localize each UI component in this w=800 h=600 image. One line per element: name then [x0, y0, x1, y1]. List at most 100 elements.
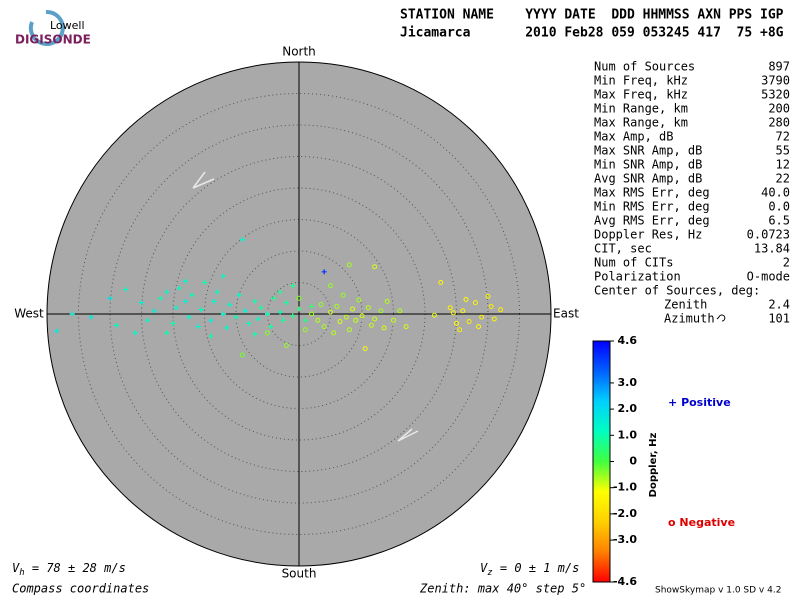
source-positive — [157, 295, 163, 301]
source-positive — [246, 320, 252, 326]
colorbar-tick-label: 3.0 — [618, 376, 638, 389]
source-positive — [271, 295, 277, 301]
source-positive — [220, 311, 226, 317]
source-positive — [164, 330, 170, 336]
source-positive — [236, 292, 242, 298]
stat-value: 2.4 — [768, 298, 790, 312]
stat-value: 72 — [776, 130, 790, 144]
source-positive — [220, 273, 226, 279]
source-negative — [331, 330, 337, 336]
source-negative — [431, 312, 437, 318]
source-positive — [277, 289, 283, 295]
source-positive — [214, 289, 220, 295]
source-negative — [346, 327, 352, 333]
source-positive — [88, 314, 94, 320]
source-positive — [280, 317, 286, 323]
source-negative — [350, 306, 356, 312]
source-positive — [252, 331, 258, 337]
source-negative — [384, 298, 390, 304]
source-positive — [53, 328, 59, 334]
legend-symbol: + — [668, 396, 677, 409]
stat-value: 13.84 — [754, 242, 790, 256]
source-positive — [227, 302, 233, 308]
stat-value: 0.0723 — [747, 228, 790, 242]
stat-label: Num of Sources — [594, 60, 695, 74]
stat-label: Avg SNR Amp, dB — [594, 172, 702, 186]
source-negative — [334, 303, 340, 309]
colorbar-tick-label: 1.0 — [618, 428, 638, 441]
source-positive — [277, 309, 283, 315]
coords-label: Compass coordinates — [12, 582, 149, 596]
source-negative — [485, 293, 491, 299]
source-negative — [340, 292, 346, 298]
compass-label: South — [282, 567, 317, 581]
source-positive — [202, 280, 207, 285]
logo-swoosh — [28, 9, 65, 46]
stat-label: Azimuth — [664, 312, 715, 326]
source-positive — [290, 283, 296, 289]
source-positive — [265, 311, 270, 317]
colorbar-tick-label: 2.0 — [618, 402, 638, 415]
source-negative — [438, 280, 444, 285]
source-negative — [381, 325, 387, 331]
source-negative — [460, 308, 466, 314]
source-positive — [113, 322, 119, 328]
azimuth-icon — [716, 314, 726, 322]
source-negative — [372, 316, 378, 322]
colorbar-tick-label: -4.6 — [613, 575, 637, 588]
source-negative — [372, 264, 378, 270]
source-positive — [255, 316, 261, 322]
legend-text: Positive — [681, 396, 731, 409]
source-positive — [151, 308, 157, 314]
source-negative — [498, 307, 504, 313]
source-negative — [321, 324, 327, 330]
source-positive — [183, 278, 189, 284]
source-positive — [252, 298, 258, 304]
source-negative — [365, 305, 371, 311]
compass-label: East — [553, 307, 579, 321]
source-negative — [283, 343, 289, 348]
stat-value: 6.5 — [768, 214, 790, 228]
source-negative — [315, 317, 321, 323]
source-negative — [318, 302, 324, 308]
stat-value: 0.0 — [768, 200, 790, 214]
stat-value: 22 — [776, 172, 790, 186]
zenith-label: Zenith: max 40° step 5° — [419, 582, 586, 596]
source-positive — [233, 314, 239, 320]
source-positive — [296, 306, 302, 312]
source-positive — [145, 317, 151, 323]
source-positive — [224, 325, 230, 331]
source-negative — [362, 346, 368, 352]
source-positive — [186, 314, 192, 320]
source-negative — [328, 309, 333, 315]
source-negative — [488, 303, 494, 309]
source-negative — [403, 324, 409, 330]
source-negative — [457, 327, 463, 333]
source-positive — [69, 311, 75, 317]
source-negative — [343, 314, 349, 320]
legend-symbol: o — [668, 516, 676, 529]
stat-label: Min Range, km — [594, 102, 688, 116]
stat-label: Avg RMS Err, deg — [594, 214, 710, 228]
source-negative — [378, 308, 384, 314]
colorbar-title: Doppler, Hz — [648, 433, 659, 498]
vh-label: Vh = 78 ± 28 m/s — [12, 561, 126, 578]
source-positive — [170, 320, 176, 326]
stat-value: 3790 — [761, 74, 790, 88]
colorbar-tick-label: -2.0 — [613, 507, 637, 520]
stat-label: Min RMS Err, deg — [594, 200, 710, 214]
source-positive — [139, 300, 144, 306]
header-line: STATION NAME YYYY DATE DDD HHMMSS AXN PP… — [400, 8, 784, 23]
source-negative — [397, 308, 403, 314]
source-positive — [302, 317, 308, 323]
source-positive — [198, 307, 204, 313]
source-negative — [466, 319, 472, 325]
v: V — [480, 561, 488, 575]
colorbar — [592, 340, 611, 583]
stat-value: 40.0 — [761, 186, 790, 200]
source-positive — [208, 317, 214, 323]
legend-positive: + Positive — [668, 396, 731, 409]
header-line: Jicamarca 2010 Feb28 059 053245 417 75 +… — [400, 26, 784, 41]
source-negative — [447, 305, 453, 311]
stat-label: Zenith — [664, 298, 707, 312]
